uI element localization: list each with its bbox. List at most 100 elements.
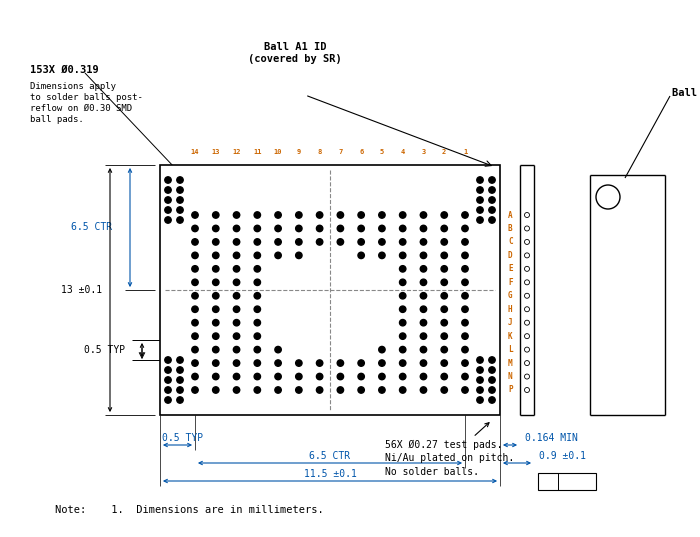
Circle shape	[462, 387, 468, 393]
Circle shape	[441, 293, 447, 299]
Circle shape	[420, 373, 427, 380]
Circle shape	[441, 387, 447, 393]
Circle shape	[379, 373, 385, 380]
Circle shape	[164, 367, 172, 373]
Circle shape	[254, 346, 260, 353]
Circle shape	[462, 333, 468, 339]
Circle shape	[164, 387, 172, 393]
Circle shape	[192, 239, 198, 245]
Text: 153X Ø0.319: 153X Ø0.319	[30, 65, 99, 75]
Circle shape	[400, 333, 406, 339]
Circle shape	[213, 333, 219, 339]
Circle shape	[275, 360, 281, 366]
Circle shape	[233, 225, 239, 231]
Circle shape	[177, 177, 183, 183]
Circle shape	[275, 212, 281, 218]
Circle shape	[177, 217, 183, 223]
Text: Ball A1 ID
(covered by SR): Ball A1 ID (covered by SR)	[248, 42, 342, 64]
Circle shape	[164, 377, 172, 383]
Circle shape	[213, 387, 219, 393]
Circle shape	[192, 252, 198, 259]
Circle shape	[441, 320, 447, 326]
Circle shape	[420, 320, 427, 326]
Text: 0.5 TYP: 0.5 TYP	[85, 345, 125, 355]
Circle shape	[213, 212, 219, 218]
Text: —: —	[545, 476, 551, 487]
Circle shape	[489, 187, 495, 193]
Circle shape	[233, 320, 239, 326]
Circle shape	[213, 266, 219, 272]
Circle shape	[192, 387, 198, 393]
Circle shape	[441, 239, 447, 245]
Circle shape	[233, 346, 239, 353]
Circle shape	[400, 225, 406, 231]
Circle shape	[462, 320, 468, 326]
Circle shape	[233, 279, 239, 286]
Circle shape	[477, 387, 483, 393]
Circle shape	[337, 373, 344, 380]
Circle shape	[233, 373, 239, 380]
Circle shape	[233, 266, 239, 272]
Circle shape	[177, 367, 183, 373]
Circle shape	[337, 239, 344, 245]
Circle shape	[233, 252, 239, 259]
Text: 8: 8	[318, 149, 322, 155]
Circle shape	[441, 252, 447, 259]
Circle shape	[462, 266, 468, 272]
Circle shape	[420, 293, 427, 299]
Text: 1: 1	[463, 149, 467, 155]
Text: E: E	[508, 264, 512, 273]
Text: A: A	[508, 211, 512, 220]
Circle shape	[462, 212, 468, 218]
Circle shape	[254, 212, 260, 218]
Circle shape	[420, 266, 427, 272]
Circle shape	[295, 252, 302, 259]
Text: 7: 7	[338, 149, 342, 155]
Circle shape	[233, 239, 239, 245]
Circle shape	[275, 387, 281, 393]
Circle shape	[462, 252, 468, 259]
Circle shape	[177, 187, 183, 193]
Circle shape	[489, 377, 495, 383]
Text: F: F	[508, 278, 512, 287]
Circle shape	[233, 306, 239, 313]
Text: 11: 11	[253, 149, 262, 155]
Circle shape	[316, 239, 323, 245]
Circle shape	[358, 225, 365, 231]
Circle shape	[441, 333, 447, 339]
Circle shape	[177, 197, 183, 203]
Text: 14: 14	[190, 149, 199, 155]
Circle shape	[420, 333, 427, 339]
Circle shape	[477, 197, 483, 203]
Text: 6.5 CTR: 6.5 CTR	[309, 451, 351, 461]
Circle shape	[462, 306, 468, 313]
Circle shape	[400, 293, 406, 299]
Circle shape	[164, 397, 172, 403]
Text: 12: 12	[232, 149, 241, 155]
Circle shape	[379, 360, 385, 366]
Circle shape	[233, 212, 239, 218]
Circle shape	[441, 373, 447, 380]
Circle shape	[295, 387, 302, 393]
Text: 3: 3	[421, 149, 426, 155]
Circle shape	[358, 239, 365, 245]
Circle shape	[489, 207, 495, 213]
Text: 0.9 ±0.1: 0.9 ±0.1	[539, 451, 586, 461]
Circle shape	[316, 212, 323, 218]
Text: 4: 4	[400, 149, 405, 155]
Circle shape	[295, 239, 302, 245]
Circle shape	[213, 373, 219, 380]
Circle shape	[295, 360, 302, 366]
Circle shape	[316, 360, 323, 366]
Circle shape	[337, 225, 344, 231]
Circle shape	[254, 333, 260, 339]
Bar	[538, 473, 596, 490]
Circle shape	[295, 225, 302, 231]
Circle shape	[462, 360, 468, 366]
Circle shape	[254, 225, 260, 231]
Circle shape	[420, 239, 427, 245]
Circle shape	[213, 320, 219, 326]
Circle shape	[177, 207, 183, 213]
Circle shape	[462, 279, 468, 286]
Circle shape	[400, 266, 406, 272]
